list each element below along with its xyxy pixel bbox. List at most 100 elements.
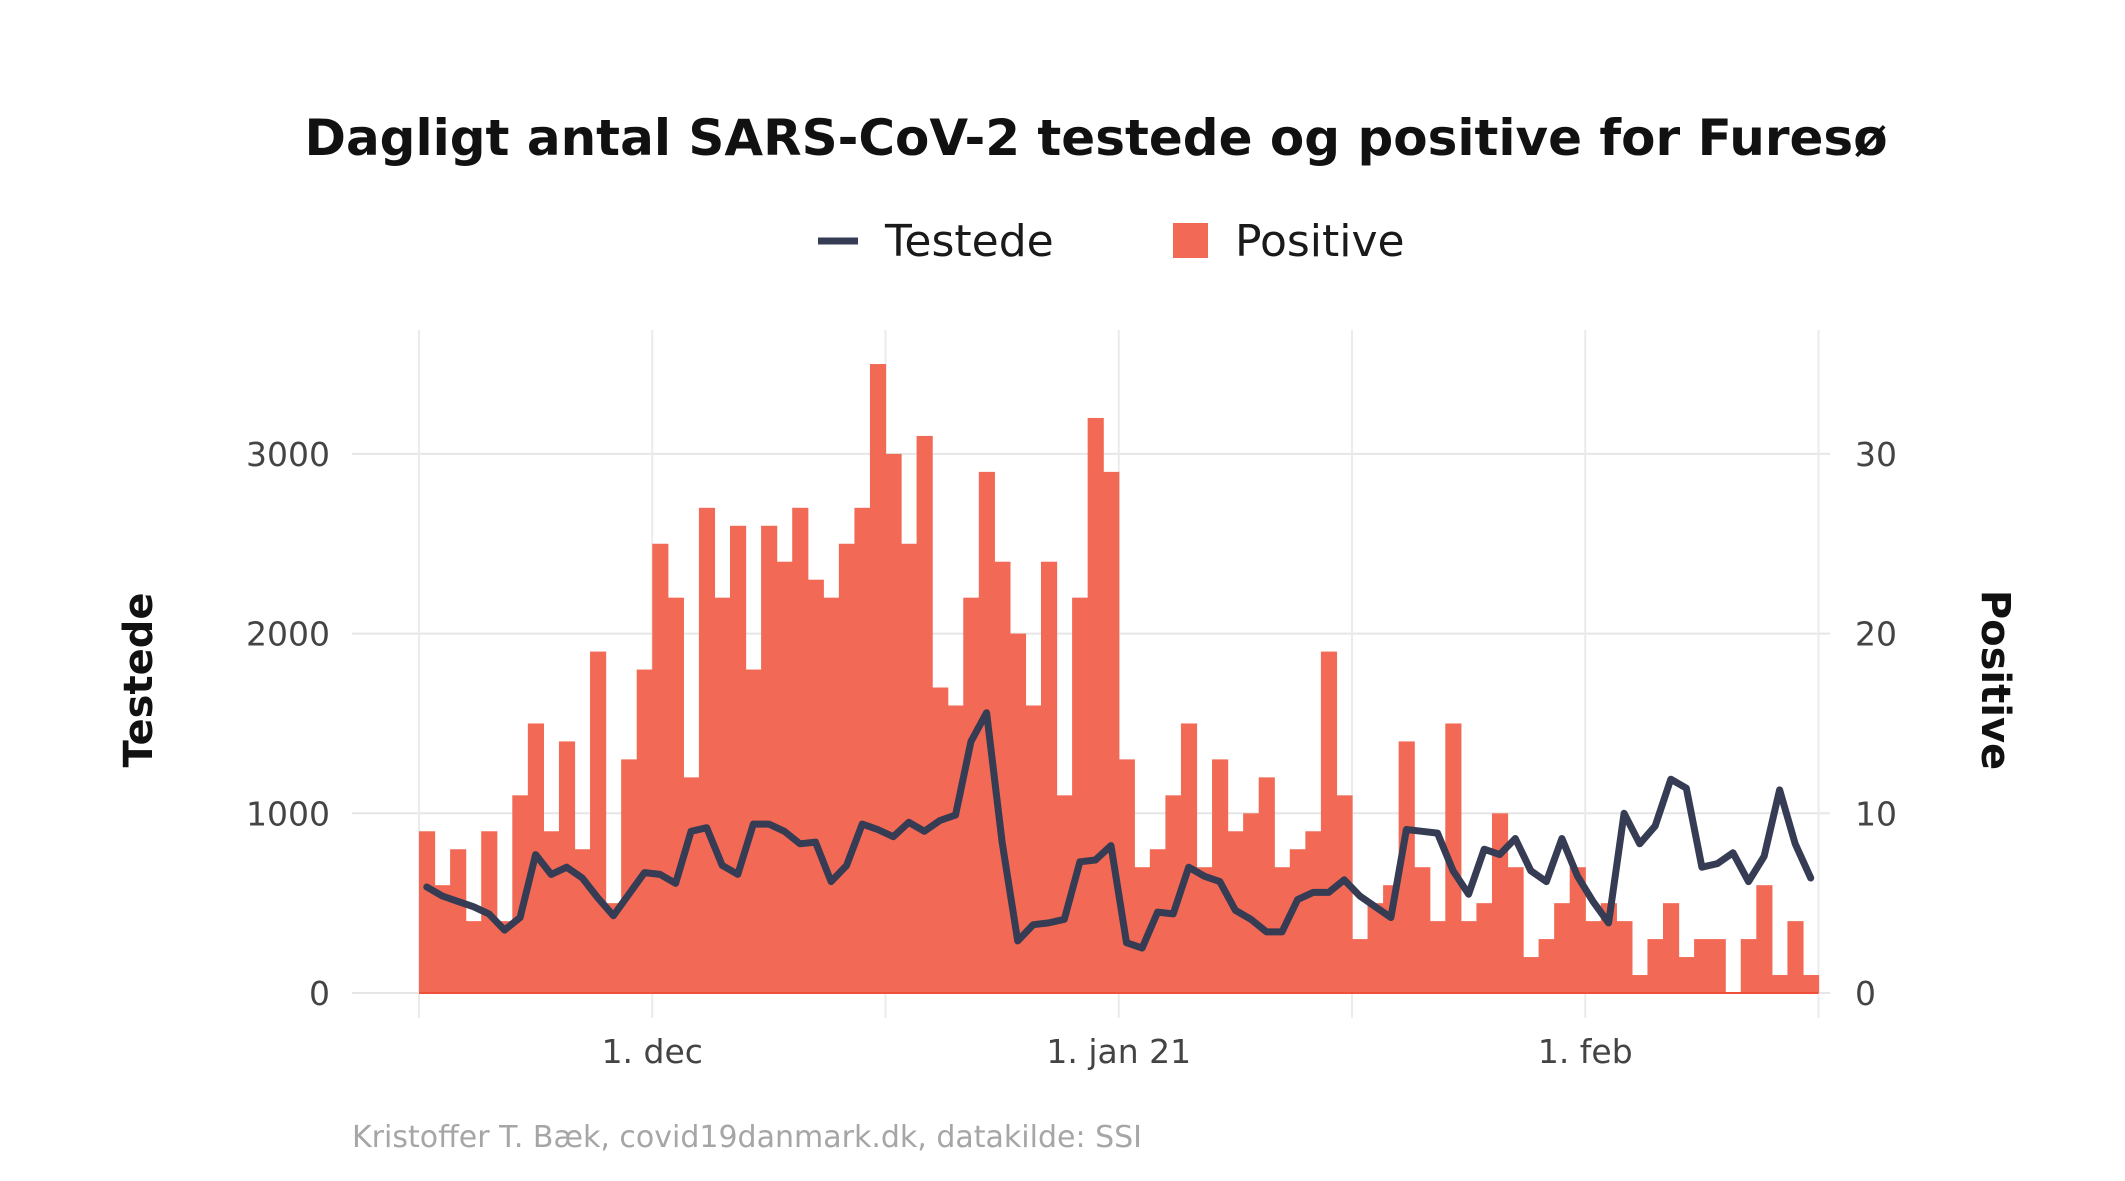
positive-bar <box>1616 921 1633 993</box>
positive-bar <box>1631 975 1649 993</box>
y-left-axis-title: Testede <box>116 593 162 768</box>
positive-bar <box>1787 921 1804 993</box>
positive-bar <box>1663 903 1680 993</box>
positive-bar <box>652 543 669 993</box>
positive-bar <box>1305 831 1322 993</box>
positive-bar <box>1336 795 1353 993</box>
y-left-tick-label: 1000 <box>246 794 330 833</box>
positive-bar <box>1771 975 1788 993</box>
positive-bar <box>1802 975 1820 993</box>
y-right-tick-label: 30 <box>1855 435 1897 474</box>
positive-bar <box>1445 723 1462 993</box>
positive-bar <box>698 507 716 993</box>
positive-bar <box>947 705 964 993</box>
positive-bar <box>1025 705 1042 993</box>
positive-bar <box>1476 903 1493 993</box>
positive-bar <box>1056 795 1073 993</box>
positive-bar <box>450 849 467 993</box>
x-tick-label: 1. feb <box>1538 1032 1633 1071</box>
y-left-tick-label: 0 <box>309 974 330 1013</box>
positive-bar <box>1647 939 1664 993</box>
positive-bar <box>1134 867 1151 993</box>
positive-bar <box>1165 795 1182 993</box>
positive-bar <box>901 543 918 993</box>
positive-bar <box>1709 939 1726 993</box>
caption: Kristoffer T. Bæk, covid19danmark.dk, da… <box>352 1120 1142 1155</box>
testede-line-layer <box>423 709 1815 952</box>
positive-bar <box>1212 759 1229 993</box>
x-tick-label: 1. jan 21 <box>1046 1032 1191 1071</box>
positive-bar <box>1320 651 1338 993</box>
positive-bar <box>434 885 451 993</box>
y-right-tick-label: 0 <box>1855 974 1876 1013</box>
positive-bar <box>1460 921 1477 993</box>
positive-bar <box>1694 939 1711 993</box>
positive-bar <box>1072 597 1089 993</box>
positive-bar <box>1087 417 1104 994</box>
y-left-tick-label: 2000 <box>246 615 330 654</box>
positive-bar <box>1429 921 1446 993</box>
positive-bar <box>605 903 622 993</box>
positive-bar <box>730 525 747 993</box>
positive-bar <box>1554 903 1571 993</box>
positive-bar <box>590 651 607 993</box>
positive-bar <box>636 669 653 993</box>
positive-bar <box>823 597 840 993</box>
positive-bar <box>838 543 855 993</box>
positive-bar <box>1289 849 1306 993</box>
positive-bar <box>1118 759 1135 993</box>
legend-testede-label: Testede <box>884 216 1054 267</box>
positive-bar <box>1367 903 1384 993</box>
positive-bar <box>1041 561 1058 993</box>
positive-bar <box>543 831 560 993</box>
positive-bar <box>885 453 902 993</box>
positive-bar <box>776 561 793 993</box>
positive-bars <box>419 364 1820 994</box>
positive-bar <box>1103 471 1120 993</box>
positive-bar <box>1538 939 1555 993</box>
positive-bar <box>667 597 684 993</box>
positive-bar <box>714 597 731 993</box>
positive-bar <box>854 507 871 993</box>
positive-bar <box>1414 867 1431 993</box>
positive-bar <box>1585 921 1602 993</box>
positive-bar <box>1600 903 1617 993</box>
positive-bar <box>1678 957 1695 993</box>
positive-bar <box>963 597 980 993</box>
positive-bar <box>1569 867 1586 993</box>
legend-positive-swatch-icon <box>1173 223 1208 258</box>
x-tick-label: 1. dec <box>602 1032 703 1071</box>
positive-bar <box>512 795 529 993</box>
positive-bar <box>1507 867 1524 993</box>
positive-bar <box>1740 939 1757 993</box>
positive-bar <box>932 687 949 993</box>
positive-bar <box>916 435 933 993</box>
positive-bar <box>496 921 513 993</box>
chart-title: Dagligt antal SARS-CoV-2 testede og posi… <box>304 109 1887 167</box>
positive-bar <box>1398 741 1415 993</box>
positive-bar <box>621 759 638 993</box>
positive-bar <box>792 507 809 993</box>
legend-positive-label: Positive <box>1235 216 1405 267</box>
y-left-tick-label: 3000 <box>246 435 330 474</box>
positive-bar <box>1243 813 1260 993</box>
y-right-tick-label: 20 <box>1855 615 1897 654</box>
positive-bar <box>419 831 436 993</box>
positive-bar <box>1196 867 1213 993</box>
y-right-tick-label: 10 <box>1855 794 1897 833</box>
legend: Testede Positive <box>818 216 1405 267</box>
positive-bar <box>1491 813 1509 993</box>
positive-bar <box>869 364 887 993</box>
positive-bar <box>1258 777 1275 993</box>
positive-bar <box>1180 723 1198 993</box>
axes: 0 0 1000 10 2000 20 3000 30 1. dec 1. jan 21 1. fe… <box>246 435 1897 1071</box>
positive-bar <box>761 525 778 993</box>
positive-bar <box>1149 849 1166 993</box>
positive-bar <box>1352 939 1369 993</box>
positive-bar <box>807 579 824 993</box>
positive-bar <box>465 921 482 993</box>
positive-bar <box>683 777 700 993</box>
testede-line <box>423 709 1815 952</box>
positive-bar <box>1523 957 1540 993</box>
